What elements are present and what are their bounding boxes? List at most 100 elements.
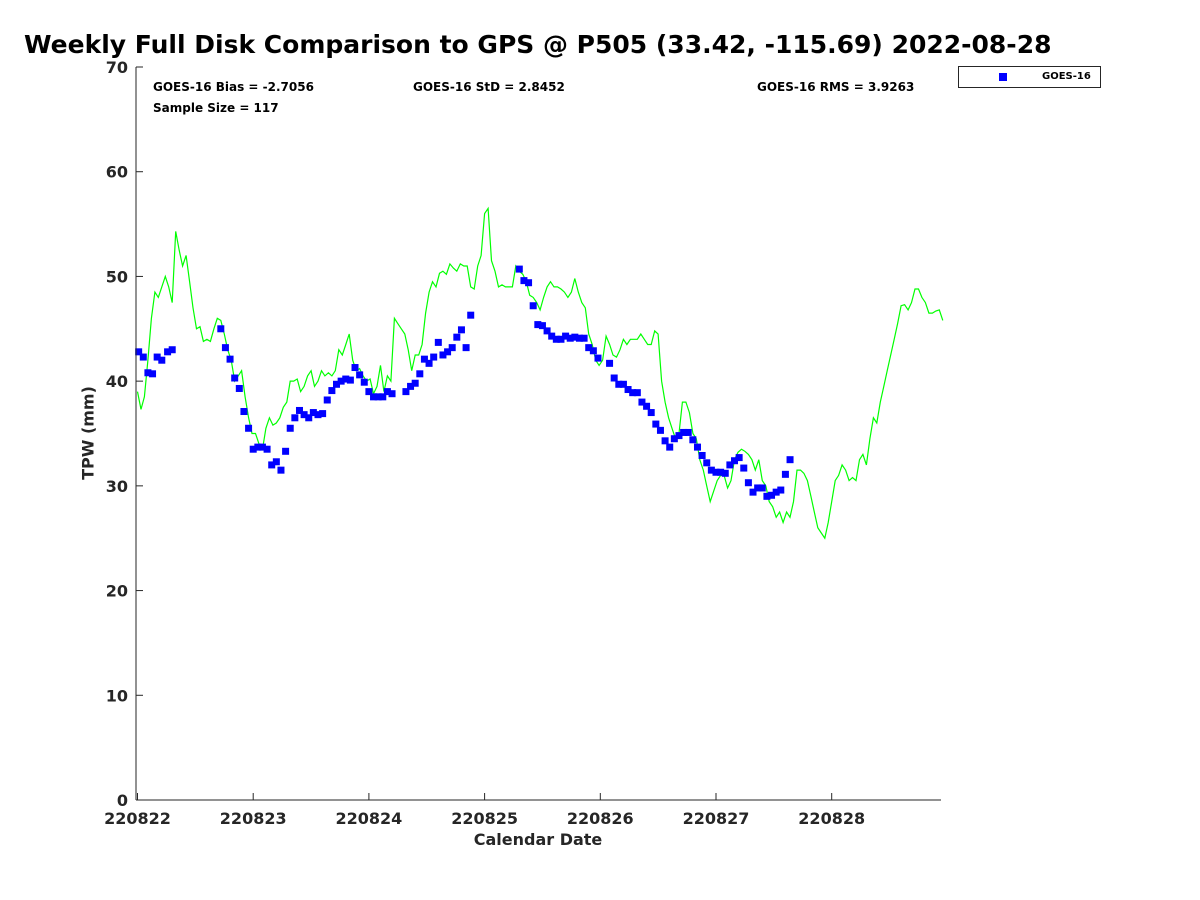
goes-16-point: [589, 347, 597, 355]
x-tick-label-5: 220827: [683, 809, 750, 828]
goes-16-point: [754, 484, 762, 492]
goes-16-point: [675, 432, 683, 440]
goes-16-point: [740, 464, 748, 472]
goes-16-point: [712, 468, 720, 476]
legend: GOES-16: [958, 66, 1101, 88]
y-tick-label-40: 40: [106, 372, 128, 391]
goes-16-point: [144, 369, 152, 377]
goes-16-point: [538, 322, 546, 330]
goes-16-point: [619, 380, 627, 388]
y-tick-label-50: 50: [106, 267, 128, 286]
goes-16-point: [158, 356, 166, 364]
x-tick-label-4: 220826: [567, 809, 634, 828]
goes-16-point: [254, 443, 262, 451]
goes-16-point: [305, 414, 313, 422]
y-tick-label-70: 70: [106, 58, 128, 77]
goes-16-point: [407, 382, 415, 390]
goes-16-point: [153, 353, 161, 361]
goes-16-point: [575, 334, 583, 342]
goes-16-point: [772, 488, 780, 496]
goes-16-point: [383, 388, 391, 396]
goes-16-point: [342, 375, 350, 383]
gps-series: [136, 206, 944, 540]
goes-16-point: [346, 376, 354, 384]
goes-16-point: [689, 436, 697, 444]
goes-16-point: [430, 353, 438, 361]
y-axis-label: TPW (mm): [78, 386, 98, 480]
goes-16-point: [249, 445, 257, 453]
goes-16-point: [439, 351, 447, 359]
goes-16-point: [226, 355, 234, 363]
goes-16-point: [781, 470, 789, 478]
goes-16-point: [552, 335, 560, 343]
goes-16-point: [245, 424, 253, 432]
bias-stat: GOES-16 Bias = -2.7056: [153, 80, 314, 94]
y-tick-label-30: 30: [106, 477, 128, 496]
goes-16-point: [453, 333, 461, 341]
goes-16-point: [777, 486, 785, 494]
goes-16-point: [231, 374, 239, 382]
goes-16-point: [629, 389, 637, 397]
goes-16-point: [263, 445, 271, 453]
goes-16-point: [647, 409, 655, 417]
goes-16-point: [543, 327, 551, 335]
legend-marker-square-icon: [999, 73, 1007, 81]
goes-16-point: [370, 393, 378, 401]
goes-16-point: [217, 325, 225, 333]
goes-16-point: [337, 377, 345, 385]
goes-16-point: [726, 461, 734, 469]
goes-16-point: [624, 386, 632, 394]
goes-16-point: [735, 454, 743, 462]
goes-16-point: [643, 402, 651, 410]
goes-16-point: [457, 326, 465, 334]
x-tick-label-3: 220825: [451, 809, 518, 828]
goes-16-point: [661, 437, 669, 445]
goes-16-point: [467, 311, 475, 319]
goes-16-point: [525, 279, 533, 287]
goes-16-point: [374, 393, 382, 401]
goes-16-point: [717, 468, 725, 476]
goes-16-point: [235, 384, 243, 392]
goes-16-point: [300, 411, 308, 419]
goes-16-point: [365, 388, 373, 396]
goes-16-point: [758, 484, 766, 492]
goes-16-point: [323, 396, 331, 404]
goes-16-point: [571, 333, 579, 341]
y-tick-label-60: 60: [106, 163, 128, 182]
goes-16-point: [425, 359, 433, 367]
goes-16-point: [135, 348, 143, 356]
goes-16-point: [168, 346, 176, 354]
gps-line: [136, 206, 944, 540]
goes-16-point: [520, 277, 528, 285]
goes-16-point: [291, 414, 299, 422]
goes-16-point: [360, 378, 368, 386]
x-tick-label-2: 220824: [336, 809, 403, 828]
goes-16-point: [721, 469, 729, 477]
goes-16-point: [379, 393, 387, 401]
goes-16-point: [749, 488, 757, 496]
goes-16-point: [314, 411, 322, 419]
goes-16-point: [594, 354, 602, 362]
goes-16-series: [135, 265, 794, 500]
goes-16-point: [444, 348, 452, 356]
y-tick-label-10: 10: [106, 686, 128, 705]
x-tick-label-0: 220822: [104, 809, 171, 828]
goes-16-point: [698, 451, 706, 459]
goes-16-point: [529, 302, 537, 310]
goes-16-point: [652, 420, 660, 428]
goes-16-point: [295, 406, 303, 414]
goes-16-point: [580, 334, 588, 342]
goes-16-point: [402, 388, 410, 396]
x-axis-label: Calendar Date: [473, 830, 603, 849]
goes-16-point: [286, 424, 294, 432]
axes: 0 10 20 30 40 50 60 70 220822 220823 220824 220825 2…: [104, 58, 941, 828]
goes-16-point: [633, 389, 641, 397]
goes-16-point: [763, 492, 771, 500]
goes-16-point: [693, 443, 701, 451]
sample-size-stat: Sample Size = 117: [153, 101, 279, 115]
goes-16-point: [139, 353, 147, 361]
goes-16-point: [638, 398, 646, 406]
goes-16-point: [610, 374, 618, 382]
goes-16-point: [548, 332, 556, 340]
goes-16-point: [557, 335, 565, 343]
